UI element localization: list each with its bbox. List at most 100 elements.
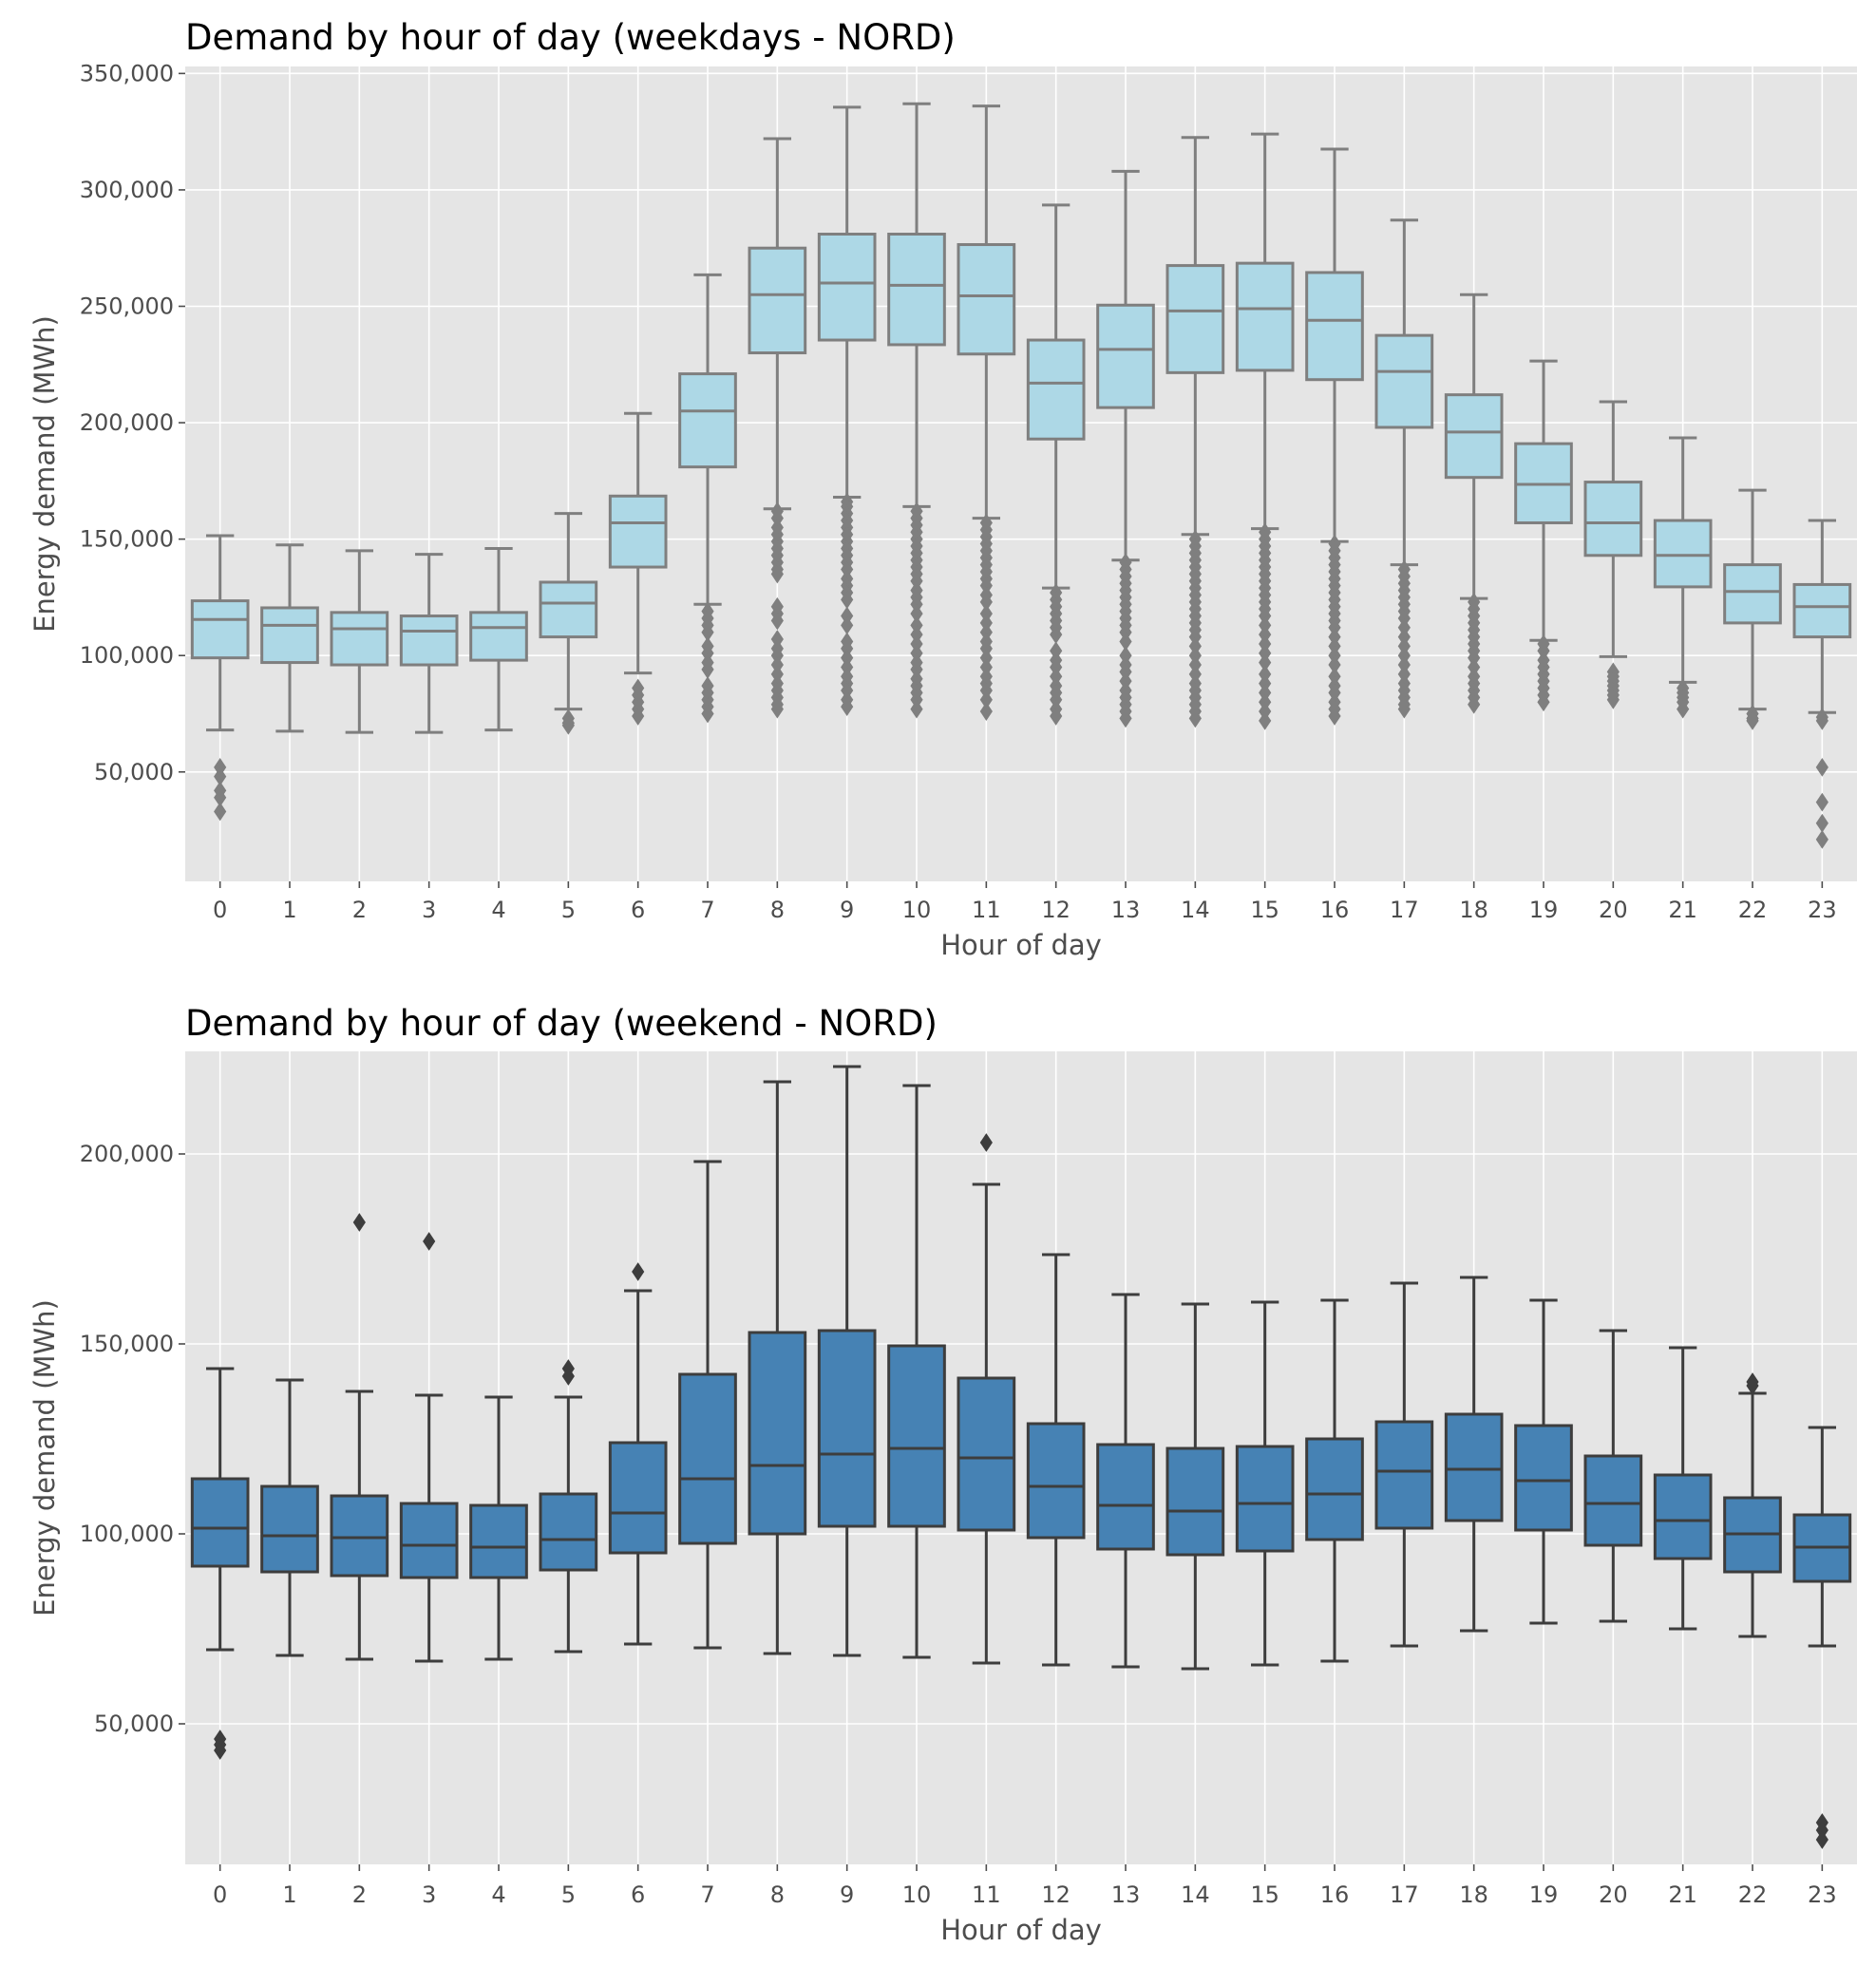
weekend-box-hour-9 xyxy=(817,1065,877,1657)
outlier-point xyxy=(1815,757,1829,777)
weekend-box-hour-0 xyxy=(190,1367,250,1760)
weekend-x-tick-label: 3 xyxy=(422,1881,436,1908)
weekdays-y-tick-label: 50,000 xyxy=(94,759,174,785)
weekend-x-tick-label: 18 xyxy=(1459,1881,1488,1908)
iqr-box xyxy=(1653,1473,1713,1560)
weekdays-x-tick-label: 1 xyxy=(282,897,296,923)
outlier-point xyxy=(1468,694,1481,714)
weekdays-box-hour-23 xyxy=(1792,519,1852,849)
weekdays-box-hour-9 xyxy=(817,105,877,717)
weekdays-box-hour-21 xyxy=(1653,436,1713,719)
outlier-point xyxy=(352,1213,366,1232)
weekdays-box-hour-12 xyxy=(1026,203,1086,726)
outlier-point xyxy=(979,702,993,721)
weekdays-box-hour-13 xyxy=(1096,169,1155,728)
iqr-box xyxy=(190,1477,250,1568)
weekend-y-tick-label: 150,000 xyxy=(80,1331,174,1357)
weekend-box-hour-21 xyxy=(1653,1346,1713,1631)
weekend-x-tick-label: 8 xyxy=(770,1881,785,1908)
weekdays-x-axis-label: Hour of day xyxy=(940,929,1102,961)
outlier-point xyxy=(561,715,575,735)
weekdays-chart-title: Demand by hour of day (weekdays - NORD) xyxy=(185,17,956,58)
outlier-point xyxy=(910,699,923,719)
weekdays-box-hour-22 xyxy=(1723,488,1782,730)
weekdays-x-tick-label: 12 xyxy=(1041,897,1071,923)
weekend-box-hour-18 xyxy=(1444,1276,1504,1633)
outlier-point xyxy=(1815,710,1829,730)
weekend-box-hour-6 xyxy=(608,1262,668,1646)
outlier-point xyxy=(1397,699,1411,719)
weekdays-box-hour-1 xyxy=(260,543,319,733)
weekend-box-hour-19 xyxy=(1514,1298,1573,1625)
weekend-box-hour-13 xyxy=(1096,1293,1155,1669)
weekdays-x-tick-label: 4 xyxy=(491,897,505,923)
outlier-point xyxy=(1606,690,1620,709)
iqr-box xyxy=(1305,271,1364,382)
iqr-box xyxy=(1235,1445,1295,1553)
weekdays-x-tick-label: 11 xyxy=(972,897,1001,923)
iqr-box xyxy=(260,606,319,665)
weekend-box-hour-20 xyxy=(1583,1329,1643,1623)
weekdays-box-hour-20 xyxy=(1583,400,1643,709)
iqr-box xyxy=(399,614,459,667)
iqr-box xyxy=(539,580,598,639)
weekend-x-tick-label: 15 xyxy=(1250,1881,1279,1908)
weekdays-box-hour-14 xyxy=(1165,136,1225,728)
weekend-box-hour-12 xyxy=(1026,1253,1086,1667)
iqr-box xyxy=(1165,264,1225,374)
outlier-point xyxy=(979,1133,993,1152)
weekend-x-tick-label: 6 xyxy=(631,1881,645,1908)
weekend-x-tick-label: 11 xyxy=(972,1881,1001,1908)
weekdays-boxplot-panel: 50,000 100,000 150,000 200,000 250,000 300,00… xyxy=(28,17,1857,961)
outlier-point xyxy=(841,697,854,717)
weekdays-x-tick-label: 3 xyxy=(422,897,436,923)
iqr-box xyxy=(608,1441,668,1555)
weekdays-x-tick-label: 2 xyxy=(352,897,367,923)
iqr-box xyxy=(817,233,877,342)
weekdays-box-hour-4 xyxy=(469,546,528,732)
weekdays-x-tick-label: 5 xyxy=(561,897,576,923)
weekend-x-tick-label: 23 xyxy=(1808,1881,1837,1908)
weekdays-x-tick-label: 13 xyxy=(1111,897,1141,923)
iqr-box xyxy=(957,243,1016,356)
weekdays-x-tick-label: 8 xyxy=(770,897,785,923)
weekend-x-tick-label: 12 xyxy=(1041,1881,1071,1908)
iqr-box xyxy=(1653,519,1713,589)
weekend-box-hour-17 xyxy=(1374,1281,1434,1648)
iqr-box xyxy=(1096,303,1155,409)
iqr-box xyxy=(399,1502,459,1579)
iqr-box xyxy=(817,1329,877,1528)
weekend-box-hour-2 xyxy=(330,1213,389,1661)
iqr-box xyxy=(1026,1422,1086,1540)
weekdays-box-hour-19 xyxy=(1514,359,1573,712)
outlier-point xyxy=(1746,710,1759,730)
weekdays-box-hour-7 xyxy=(678,273,737,724)
weekend-box-hour-22 xyxy=(1723,1372,1782,1638)
outlier-point xyxy=(1537,692,1550,712)
weekdays-box-hour-18 xyxy=(1444,293,1504,714)
weekdays-y-tick-label: 350,000 xyxy=(80,60,174,86)
weekend-box-hour-4 xyxy=(469,1395,528,1661)
outlier-point xyxy=(1328,707,1341,726)
weekend-box-hour-1 xyxy=(260,1378,319,1657)
outlier-point xyxy=(770,564,784,584)
weekdays-x-tick-label: 23 xyxy=(1808,897,1837,923)
outlier-point xyxy=(1815,792,1829,812)
weekdays-x-tick-label: 9 xyxy=(840,897,854,923)
iqr-box xyxy=(1026,338,1086,441)
outlier-point xyxy=(1815,1830,1829,1849)
weekend-x-tick-label: 17 xyxy=(1390,1881,1419,1908)
outlier-point xyxy=(1677,699,1690,719)
weekend-x-tick-label: 20 xyxy=(1599,1881,1628,1908)
iqr-box xyxy=(1792,582,1852,639)
weekend-x-tick-label: 19 xyxy=(1529,1881,1559,1908)
weekdays-box-hour-15 xyxy=(1235,132,1295,730)
iqr-box xyxy=(748,1331,807,1536)
weekdays-y-axis-label: Energy demand (MWh) xyxy=(28,315,61,633)
iqr-box xyxy=(330,611,389,667)
weekdays-x-tick-label: 0 xyxy=(213,897,227,923)
weekdays-x-tick-label: 7 xyxy=(700,897,714,923)
weekdays-x-tick-label: 6 xyxy=(631,897,645,923)
